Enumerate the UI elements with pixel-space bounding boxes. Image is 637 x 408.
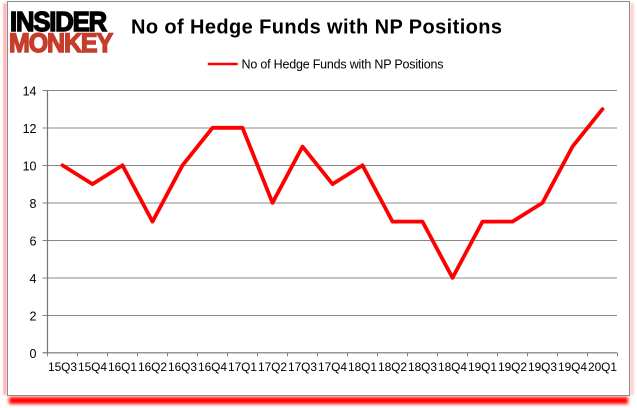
svg-text:16Q4: 16Q4: [198, 360, 227, 374]
svg-text:17Q1: 17Q1: [228, 360, 257, 374]
svg-text:19Q4: 19Q4: [558, 360, 587, 374]
svg-text:14: 14: [23, 85, 37, 99]
svg-text:15Q4: 15Q4: [78, 360, 107, 374]
svg-text:8: 8: [30, 197, 37, 211]
svg-text:17Q4: 17Q4: [318, 360, 347, 374]
svg-text:19Q3: 19Q3: [528, 360, 557, 374]
svg-text:16Q2: 16Q2: [138, 360, 167, 374]
svg-text:No of Hedge Funds with NP Posi: No of Hedge Funds with NP Positions: [242, 57, 444, 71]
svg-text:15Q3: 15Q3: [48, 360, 77, 374]
svg-text:19Q1: 19Q1: [468, 360, 497, 374]
svg-text:18Q3: 18Q3: [408, 360, 437, 374]
svg-text:17Q3: 17Q3: [288, 360, 317, 374]
svg-text:No of Hedge Funds with NP Posi: No of Hedge Funds with NP Positions: [131, 17, 502, 39]
svg-text:19Q2: 19Q2: [498, 360, 527, 374]
svg-text:18Q2: 18Q2: [378, 360, 407, 374]
svg-text:16Q1: 16Q1: [108, 360, 137, 374]
svg-text:18Q1: 18Q1: [348, 360, 377, 374]
svg-text:6: 6: [30, 235, 37, 249]
svg-text:12: 12: [23, 122, 37, 136]
svg-text:20Q1: 20Q1: [588, 360, 617, 374]
svg-text:16Q3: 16Q3: [168, 360, 197, 374]
svg-text:10: 10: [23, 160, 37, 174]
svg-text:INSIDER: INSIDER: [10, 6, 107, 37]
svg-text:17Q2: 17Q2: [258, 360, 287, 374]
svg-text:4: 4: [30, 272, 37, 286]
svg-text:18Q4: 18Q4: [438, 360, 467, 374]
svg-text:2: 2: [30, 310, 37, 324]
svg-text:MONKEY: MONKEY: [9, 28, 113, 58]
svg-text:0: 0: [30, 347, 37, 361]
